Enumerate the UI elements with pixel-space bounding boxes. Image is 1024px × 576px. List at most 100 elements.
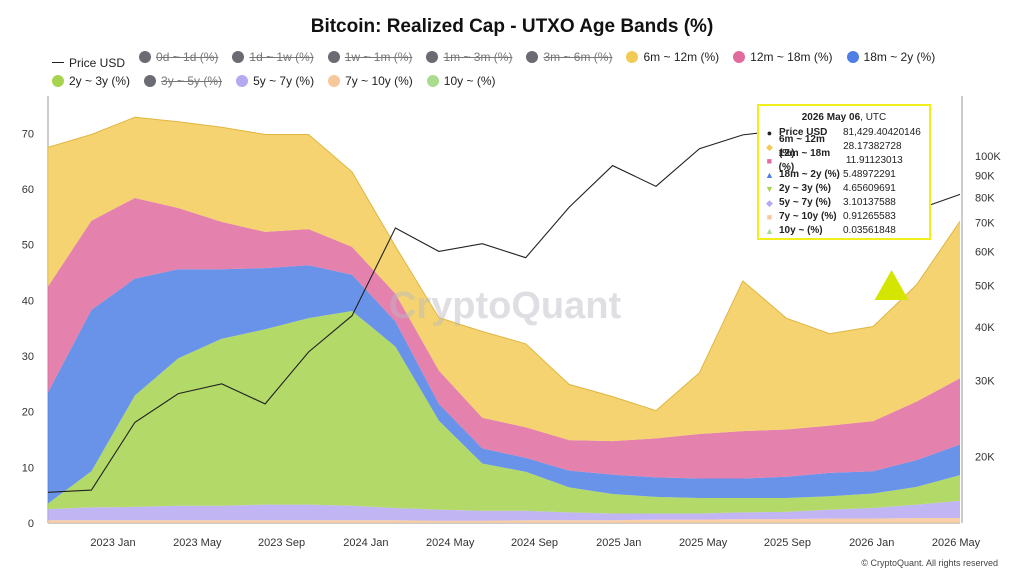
tooltip-row-label-group: ◆ 5y ~ 7y (%) [765,196,831,210]
y-right-tick-label: 60K [975,246,995,258]
legend-label: 1d ~ 1w (%) [249,50,314,64]
x-tick-label: 2023 Jan [90,537,135,549]
tooltip-series-label: Price USD [779,127,828,138]
tooltip-series-symbol: ◆ [766,198,773,208]
tooltip-row: ● Price USD 81,429.40420146 [765,126,923,140]
tooltip-row-label-group: ▲ 10y ~ (%) [765,224,823,238]
tooltip-row: ▲ 18m ~ 2y (%) 5.48972291 [765,168,923,182]
x-tick-label: 2025 Jan [596,537,641,549]
legend-label: 3m ~ 6m (%) [543,50,613,64]
y-left-tick-label: 10 [22,462,34,474]
area-6m-12m [48,117,960,442]
tooltip-series-label: 2y ~ 3y (%) [779,183,831,194]
legend-item[interactable]: 10y ~ (%) [426,72,495,90]
legend-item[interactable]: 1d ~ 1w (%) [232,48,314,66]
legend-dot-swatch [236,74,249,87]
x-tick-label: 2023 May [173,537,222,549]
tooltip-row-label-group: ■ 12m ~ 18m (%) [765,148,846,173]
legend-line-swatch [52,62,64,63]
legend-label: 18m ~ 2y (%) [863,50,936,64]
legend-label: 5y ~ 7y (%) [253,73,315,88]
tooltip-row: ◆ 5y ~ 7y (%) 3.10137588 [765,196,923,210]
legend-item[interactable]: Price USD [52,54,125,72]
tooltip-row: ■ 12m ~ 18m (%) 11.91123013 [765,148,923,173]
highlight-triangle-marker [874,270,909,300]
legend-item[interactable]: 6m ~ 12m (%) [626,48,719,66]
y-left-tick-label: 30 [22,351,34,363]
tooltip-rows: ● Price USD 81,429.40420146 ◆ 6m ~ 12m (%) 28… [765,126,923,238]
legend-label: 6m ~ 12m (%) [643,50,720,64]
stack-top-edge [47,116,961,412]
legend-item[interactable]: 12m ~ 18m (%) [733,48,833,66]
y-left-tick-label: 40 [22,295,34,307]
tooltip-series-label: 7y ~ 10y (%) [779,211,837,222]
tooltip-series-label: 5y ~ 7y (%) [779,197,831,208]
tooltip-row-label-group: ■ 7y ~ 10y (%) [765,210,837,224]
tooltip-series-value: 28.17382728 [843,141,902,152]
y-right-tick-label: 20K [975,451,995,463]
tooltip-row-label-group: ● Price USD [765,126,828,140]
legend-dot-swatch [426,51,439,63]
x-tick-label: 2025 May [679,537,728,549]
legend-label: 2y ~ 3y (%) [69,73,131,88]
tooltip-row: ▲ 10y ~ (%) 0.03561848 [765,224,923,238]
legend-item[interactable]: 3m ~ 6m (%) [526,48,612,66]
tooltip-series-symbol: ▼ [765,184,774,194]
tooltip-series-value: 0.03561848 [843,225,896,236]
area-7y-10y [48,517,960,523]
tooltip-series-label: 18m ~ 2y (%) [779,169,840,180]
legend-item[interactable]: 7y ~ 10y (%) [328,72,413,90]
y-right-tick-label: 70K [975,218,995,230]
tooltip-row-label-group: ▲ 18m ~ 2y (%) [765,168,840,182]
legend-dot-swatch [232,51,245,63]
y-right-tick-label: 90K [975,171,995,183]
legend-label: Price USD [69,55,126,70]
legend-dot-swatch [144,74,157,87]
legend-item[interactable]: 0d ~ 1d (%) [139,48,218,66]
legend-item[interactable]: 1w ~ 1m (%) [327,48,413,66]
legend-label: 1m ~ 3m (%) [443,50,513,64]
tooltip-series-value: 3.10137588 [843,197,896,208]
legend-dot-swatch [327,51,340,63]
x-tick-label: 2024 Sep [511,537,558,549]
tooltip-row-label-group: ◆ 6m ~ 12m (%) [765,134,843,159]
watermark: CryptoQuant [389,285,622,327]
tooltip-series-value: 11.91123013 [845,155,903,166]
data-tooltip: 2026 May 06, UTC ● Price USD 81,429.404201… [757,104,931,240]
legend-label: 1w ~ 1m (%) [344,50,413,64]
legend-label: 0d ~ 1d (%) [156,50,219,64]
tooltip-series-label: 12m ~ 18m (%) [778,148,831,173]
x-tick-label: 2025 Sep [764,537,811,549]
legend-label: 7y ~ 10y (%) [345,73,413,88]
y-left-tick-label: 50 [22,240,34,252]
tooltip-title: 2026 May 06, UTC [765,112,923,123]
legend-dot-swatch [426,74,439,87]
legend-label: 12m ~ 18m (%) [750,50,833,64]
chart-legend: Price USD 0d ~ 1d (%) 1d ~ 1w (%) 1w ~ 1m (… [52,48,992,92]
legend-item[interactable]: 5y ~ 7y (%) [236,72,314,90]
area-2y-3y [48,310,960,514]
tooltip-row: ▼ 2y ~ 3y (%) 4.65609691 [765,182,923,196]
legend-item[interactable]: 1m ~ 3m (%) [426,48,512,66]
legend-item[interactable]: 18m ~ 2y (%) [846,48,936,66]
tooltip-row: ◆ 6m ~ 12m (%) 28.17382728 [765,134,923,159]
tooltip-series-symbol: ▲ [765,170,774,180]
tooltip-series-value: 81,429.40420146 [843,127,921,138]
y-left-tick-label: 60 [22,184,34,196]
area-18m-2y [48,265,960,504]
chart-title: Bitcoin: Realized Cap - UTXO Age Bands (… [310,16,714,37]
legend-dot-swatch [846,51,859,63]
y-left-tick-label: 0 [28,518,34,530]
x-tick-label: 2026 Jan [849,537,894,549]
y-right-tick-label: 40K [975,322,995,334]
legend-item[interactable]: 3y ~ 5y (%) [144,72,222,90]
legend-dot-swatch [733,51,746,63]
legend-item[interactable]: 2y ~ 3y (%) [52,72,130,90]
tooltip-series-symbol: ◆ [766,142,773,152]
tooltip-series-symbol: ■ [766,212,773,222]
y-right-tick-label: 30K [975,376,995,388]
copyright-notice: © CryptoQuant. All rights reserved [861,558,998,568]
tooltip-row: ■ 7y ~ 10y (%) 0.91265583 [765,210,923,224]
legend-dot-swatch [328,74,341,87]
